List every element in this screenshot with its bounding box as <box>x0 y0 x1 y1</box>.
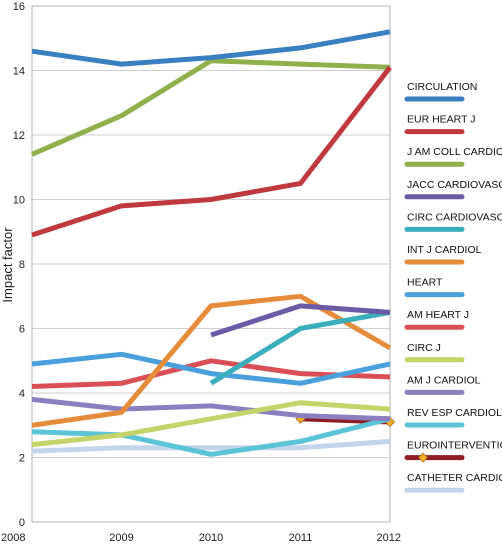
legend-item-heart: HEART <box>404 277 465 298</box>
x-tick-label: 2011 <box>289 532 313 544</box>
series-line-eur-heart-j <box>31 65 392 238</box>
legend-item-circ-j: CIRC J <box>404 342 465 363</box>
series-line-int-j-cardiol <box>31 293 392 428</box>
legend-item-jacc-cardiovasc-inte: JACC CARDIOVASC INTE <box>404 179 502 200</box>
legend-marker <box>417 452 429 463</box>
legend-item-rev-esp-cardiol: REV ESP CARDIOL <box>404 407 502 428</box>
series-int-j-cardiol <box>31 293 392 428</box>
y-tick-label: 2 <box>19 453 25 465</box>
legend-label: CIRC J <box>407 342 441 354</box>
series-line-j-am-coll-cardiol <box>31 58 391 157</box>
series-j-am-coll-cardiol <box>31 58 391 157</box>
legend-item-catheter-cardio-inte: CATHETER CARDIO INTE <box>404 472 502 493</box>
legend-item-am-heart-j: AM HEART J <box>404 309 469 330</box>
legend-label: EUROINTERVENTION <box>407 440 502 452</box>
legend-label: HEART <box>407 277 443 289</box>
legend-item-circ-cardiovasc-inte: CIRC CARDIOVASC INTE <box>404 211 502 232</box>
legend-item-am-j-cardiol: AM J CARDIOL <box>404 374 481 395</box>
legend-label: INT J CARDIOL <box>407 244 482 256</box>
y-tick-label: 10 <box>13 195 25 207</box>
legend-layer: CIRCULATION EUR HEART J J AM COLL CARDIOL J… <box>404 81 502 493</box>
series-line-circulation <box>31 29 391 67</box>
plot-frame <box>31 5 391 523</box>
x-tick-label: 2012 <box>377 532 401 544</box>
y-tick-label: 6 <box>19 324 25 336</box>
legend-item-eur-heart-j: EUR HEART J <box>404 114 475 135</box>
x-tick-label: 2008 <box>1 532 25 544</box>
legend-label: J AM COLL CARDIOL <box>407 146 502 158</box>
series-jacc-cardiovasc-inte <box>210 303 391 338</box>
series-heart <box>31 351 391 386</box>
series-circulation <box>31 29 391 67</box>
legend-item-eurointervention: EUROINTERVENTION <box>404 440 502 463</box>
legend-label: JACC CARDIOVASC INTE <box>407 179 502 191</box>
y-tick-label: 4 <box>19 388 25 400</box>
legend-item-int-j-cardiol: INT J CARDIOL <box>404 244 482 265</box>
legend-item-j-am-coll-cardiol: J AM COLL CARDIOL <box>404 146 502 167</box>
y-tick-label: 0 <box>19 517 25 529</box>
series-layer <box>31 29 396 457</box>
series-am-j-cardiol <box>31 396 391 422</box>
y-tick-label: 14 <box>13 66 25 78</box>
legend-label: EUR HEART J <box>407 114 475 126</box>
series-line-circ-j <box>31 400 391 448</box>
legend-label: CATHETER CARDIO INTE <box>407 472 502 484</box>
legend-label: REV ESP CARDIOL <box>407 407 502 419</box>
series-circ-j <box>31 400 391 448</box>
axis-layer: 0 2 4 6 8 10 12 14 16 2008 2009 2010 2011 2012 <box>1 1 401 544</box>
series-circ-cardiovasc-inte <box>209 309 391 386</box>
y-tick-label: 16 <box>13 1 25 13</box>
legend-item-circulation: CIRCULATION <box>404 81 477 102</box>
series-line-rev-esp-cardiol <box>31 416 391 457</box>
y-tick-label: 8 <box>19 259 25 271</box>
series-catheter-cardio-inte <box>31 438 391 454</box>
legend-label: CIRCULATION <box>407 81 477 93</box>
series-line-am-j-cardiol <box>31 396 391 422</box>
series-rev-esp-cardiol <box>31 416 391 457</box>
series-line-catheter-cardio-inte <box>31 438 391 454</box>
legend-label: CIRC CARDIOVASC INTE <box>407 211 502 223</box>
y-axis-label: Impact factor <box>0 227 15 303</box>
legend-label: AM HEART J <box>407 309 469 321</box>
series-eur-heart-j <box>31 65 392 238</box>
series-line-heart <box>31 351 391 386</box>
series-line-circ-cardiovasc-inte <box>209 309 391 386</box>
x-tick-label: 2009 <box>109 532 133 544</box>
legend-label: AM J CARDIOL <box>407 374 481 386</box>
series-line-jacc-cardiovasc-inte <box>210 303 391 338</box>
y-tick-label: 12 <box>13 130 25 142</box>
x-tick-label: 2010 <box>199 532 223 544</box>
